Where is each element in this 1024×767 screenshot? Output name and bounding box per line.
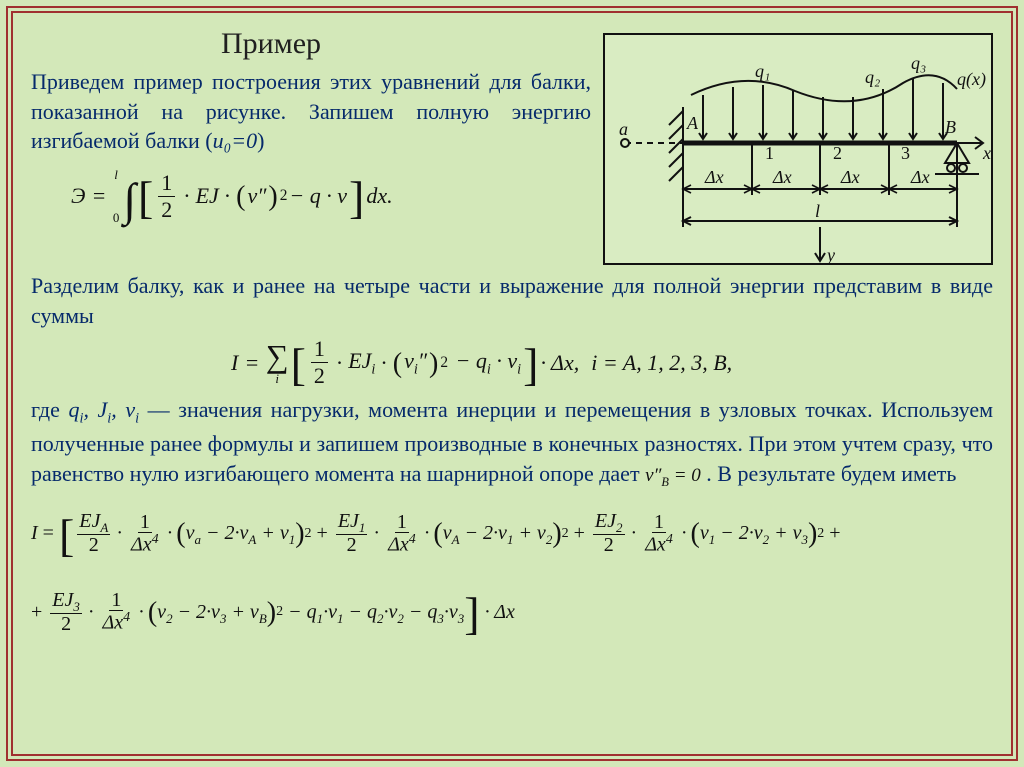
top-row: Приведем пример построения этих уравнени… [31,67,993,265]
eq1-dot1: · [180,181,193,211]
eq1-dx: dx. [366,181,392,211]
eq3-line1: I = [ EJA2· 1Δx4· (va − 2·vA + v1)2 + EJ… [31,494,993,572]
eq2-pR: ) [429,348,438,380]
lbl-n3: 3 [901,143,910,163]
para-split: Разделим балку, как и ранее на четыре ча… [31,271,993,330]
para3c: . В результате будем иметь [701,461,957,486]
eq2-vpp: vi″ [404,348,427,378]
eq2-EJi: EJi [348,348,375,378]
eq1-lhs: Э [71,181,85,211]
lbl-L: l [815,201,820,221]
beam-svg: a A B x y q₁ q₂ q₃ q(x) 1 2 3 Δx Δx Δx Δ… [605,35,995,267]
para3-math: v″B = 0 [645,465,701,486]
equation-energy: Э = l 0 ∫ [ 1 2 · EJ · (v″)2 − q · v ] d… [71,168,591,224]
lbl-A: A [686,113,699,133]
eq2-dx: · Δx, [540,350,579,376]
beam-diagram: a A B x y q₁ q₂ q₃ q(x) 1 2 3 Δx Δx Δx Δ… [603,33,993,265]
eq2-pL: ( [393,348,402,380]
eq1-dot2: · [221,181,234,211]
lbl-dx1: Δx [704,167,724,187]
eq1-pL: ( [236,178,245,216]
eq1-qv: − q · v [289,181,347,211]
eq1-lbracket: [ [138,184,153,212]
intro-close: ) [257,128,264,153]
eq2-eq: = [240,350,263,376]
eq1-half-bot: 2 [161,197,172,221]
intro-u0: u₀=0 [213,128,258,153]
eq2-sumlo: i [275,372,279,385]
para3a: где [31,397,68,422]
lbl-x: x [982,143,991,163]
eq1-vpp: v″ [247,181,266,211]
equation-sum: I = ∑ i [ 1 2 · EJi · (vi″)2 − qi · vi ]… [231,338,993,387]
eq1-eq: = [87,181,110,211]
eq2-ht: 1 [311,338,328,363]
lbl-B: B [945,117,956,137]
lbl-dx2: Δx [772,167,792,187]
eq1-sq: 2 [280,186,288,207]
lbl-dx4: Δx [910,167,930,187]
eq1-half-top: 1 [158,172,175,197]
integral-sign: ∫ [123,184,136,216]
eq1-lower: 0 [113,211,120,224]
eq1-pR: ) [268,178,277,216]
intro-text: Приведем пример построения этих уравнени… [31,69,591,153]
eq2-lb: [ [291,351,306,379]
eq2-rb: ] [523,351,538,379]
eq2-minus: − qi · vi [450,348,521,378]
eq2-dot1: · [333,350,346,376]
eq2-lhs: I [231,350,238,376]
eq1-limits: l 0 [113,168,120,224]
eq1-rbracket: ] [349,184,364,212]
lbl-y: y [825,245,835,265]
intro-paragraph: Приведем пример построения этих уравнени… [31,67,591,265]
inner-frame: Пример Приведем пример построения этих у… [11,11,1013,756]
lbl-q2: q₂ [865,67,880,87]
eq2-sq: 2 [440,354,448,372]
sum-sign: ∑ i [266,340,289,385]
eq1-EJ: EJ [196,181,219,211]
eq2-hb: 2 [314,363,325,387]
lbl-n1: 1 [765,143,774,163]
lbl-q3: q₃ [911,53,926,73]
eq2-half: 1 2 [311,338,328,387]
eq3-line2: + EJ32· 1Δx4· (v2 − 2·v3 + vB)2 − q1·v1 … [31,573,993,651]
para-where: где qi, Ji, vi — значения нагрузки, моме… [31,395,993,490]
eq1-half: 1 2 [158,172,175,221]
outer-frame: Пример Приведем пример построения этих у… [6,6,1018,761]
eq2-dot2: · [377,350,390,376]
eq2-idx: i = A, 1, 2, 3, B, [591,350,732,376]
lbl-a: a [619,119,628,139]
lbl-dx3: Δx [840,167,860,187]
lbl-qx: q(x) [957,69,986,90]
para3-sym: qi, Ji, vi [68,397,139,422]
eq1-upper: l [114,168,118,211]
equation-I-expanded: I = [ EJA2· 1Δx4· (va − 2·vA + v1)2 + EJ… [31,494,993,651]
lbl-n2: 2 [833,143,842,163]
lbl-q1: q₁ [755,61,770,81]
